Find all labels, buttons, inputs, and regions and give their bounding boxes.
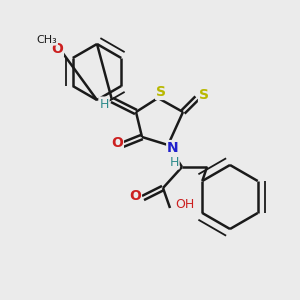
- Text: OH: OH: [175, 199, 194, 212]
- Text: S: S: [156, 85, 166, 99]
- Text: S: S: [199, 88, 209, 102]
- Text: H: H: [99, 98, 109, 110]
- Text: N: N: [167, 141, 179, 155]
- Text: CH₃: CH₃: [37, 35, 57, 45]
- Text: H: H: [169, 155, 179, 169]
- Text: O: O: [111, 136, 123, 150]
- Text: O: O: [129, 189, 141, 203]
- Text: O: O: [51, 42, 63, 56]
